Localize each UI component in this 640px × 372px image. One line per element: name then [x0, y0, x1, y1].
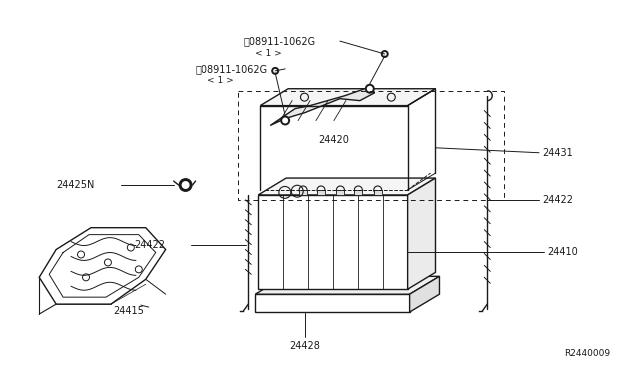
Polygon shape [255, 276, 440, 294]
Circle shape [280, 116, 290, 125]
Bar [299, 190, 307, 195]
Circle shape [282, 118, 288, 124]
Polygon shape [259, 195, 408, 289]
Text: 24425N: 24425N [56, 180, 95, 190]
Polygon shape [255, 294, 410, 312]
Circle shape [271, 67, 279, 75]
Circle shape [381, 50, 388, 58]
Polygon shape [270, 89, 375, 125]
Text: 24415: 24415 [113, 306, 144, 316]
Text: ⓝ08911-1062G: ⓝ08911-1062G [196, 64, 268, 74]
Text: 24420: 24420 [318, 135, 349, 145]
Circle shape [365, 84, 375, 94]
Polygon shape [259, 178, 435, 195]
Bar [337, 190, 344, 195]
Text: < 1 >: < 1 > [255, 48, 282, 58]
Circle shape [367, 86, 372, 92]
Text: 24410: 24410 [547, 247, 578, 257]
Polygon shape [39, 228, 166, 304]
Text: < 1 >: < 1 > [207, 76, 234, 85]
Polygon shape [408, 178, 435, 289]
Text: 24422: 24422 [542, 195, 573, 205]
Text: R2440009: R2440009 [564, 349, 610, 358]
Polygon shape [410, 276, 440, 312]
Polygon shape [260, 89, 435, 106]
Bar [374, 190, 381, 195]
Text: 24422: 24422 [134, 240, 166, 250]
Bar [317, 190, 325, 195]
Circle shape [182, 181, 189, 189]
Text: 24428: 24428 [290, 341, 321, 351]
Bar [355, 190, 362, 195]
Text: 24431: 24431 [542, 148, 573, 158]
Circle shape [273, 69, 277, 73]
Text: ⓝ08911-1062G: ⓝ08911-1062G [243, 36, 316, 46]
Circle shape [383, 52, 387, 56]
Circle shape [179, 178, 193, 192]
